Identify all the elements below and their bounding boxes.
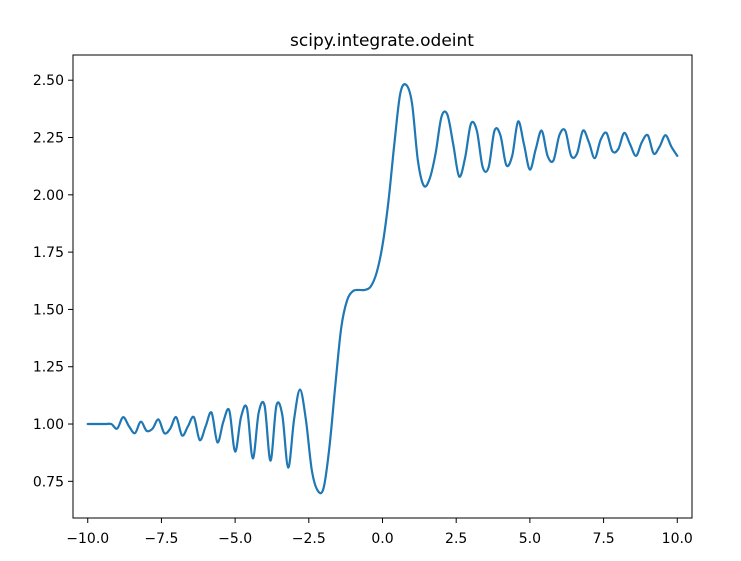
- chart-title: scipy.integrate.odeint: [290, 31, 474, 51]
- x-tick-label: 0.0: [371, 531, 393, 547]
- x-tick-label: 10.0: [662, 531, 693, 547]
- x-axis: −10.0 −7.5 −5.0 −2.5 0.0 2.5 5.0 7.5 10.0: [66, 518, 693, 547]
- plot-area: [86, 83, 679, 495]
- y-tick-label: 1.00: [33, 417, 64, 433]
- x-tick-label: −5.0: [218, 531, 252, 547]
- y-tick-label: 2.25: [33, 131, 64, 147]
- y-tick-label: 2.00: [33, 188, 64, 204]
- x-tick-label: −10.0: [66, 531, 109, 547]
- x-tick-label: 5.0: [519, 531, 541, 547]
- y-tick-label: 1.25: [33, 360, 64, 376]
- series-line: [86, 83, 679, 495]
- x-tick-label: −2.5: [292, 531, 326, 547]
- y-tick-label: 2.50: [33, 73, 64, 89]
- y-tick-label: 0.75: [33, 474, 64, 490]
- y-tick-label: 1.75: [33, 245, 64, 261]
- x-tick-label: 2.5: [445, 531, 467, 547]
- y-axis: 0.75 1.00 1.25 1.50 1.75 2.00 2.25 2.50: [33, 73, 73, 490]
- y-tick-label: 1.50: [33, 302, 64, 318]
- x-tick-label: −7.5: [144, 531, 178, 547]
- x-tick-label: 7.5: [592, 531, 614, 547]
- axes-frame: [72, 54, 693, 519]
